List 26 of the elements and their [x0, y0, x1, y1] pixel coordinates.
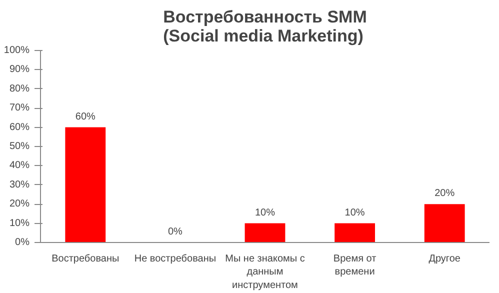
y-tick-label: 90%: [9, 64, 30, 76]
bar: [65, 127, 106, 242]
data-label: 20%: [434, 188, 455, 200]
data-label: 10%: [254, 207, 276, 218]
bar: [244, 223, 286, 242]
y-tick-label: 100%: [4, 45, 30, 56]
x-tick-label: Востребованы: [52, 254, 120, 264]
chart-title: Востребованность SMM (Social media Marketing): [163, 8, 367, 46]
bar: [424, 204, 465, 242]
y-tick-label: 30%: [9, 179, 30, 190]
y-tick-label: 0%: [15, 237, 30, 248]
data-label: 60%: [75, 111, 96, 122]
data-label: 0%: [168, 226, 183, 238]
bar: [334, 223, 376, 242]
y-tick-label: 10%: [9, 218, 30, 229]
y-tick-label: 70%: [9, 102, 30, 114]
x-tick-label: Не востребованы: [134, 254, 216, 264]
x-tick-label: Мы не знакомы с данным инструментом: [225, 254, 305, 291]
y-tick-label: 20%: [9, 198, 30, 210]
y-tick-label: 60%: [9, 122, 30, 133]
data-label: 10%: [344, 207, 365, 218]
x-tick-label: Время от времени: [333, 254, 377, 278]
x-tick-label: Другое: [428, 254, 461, 264]
y-tick-label: 50%: [9, 141, 30, 152]
y-tick-label: 40%: [9, 160, 30, 172]
y-tick-label: 80%: [9, 83, 30, 94]
